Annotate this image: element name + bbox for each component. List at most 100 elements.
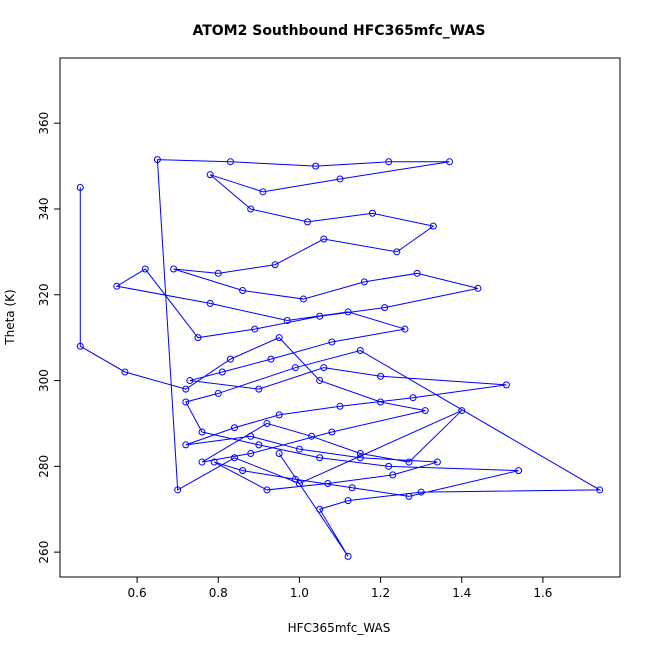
point	[259, 188, 267, 196]
point	[433, 458, 441, 466]
point	[308, 432, 316, 440]
point	[405, 458, 413, 466]
point	[214, 389, 222, 397]
point	[182, 385, 190, 393]
y-tick-label: 280	[37, 455, 51, 478]
plot-frame	[59, 57, 621, 578]
point	[316, 454, 324, 462]
point	[275, 449, 283, 457]
y-axis-label: Theta (K)	[3, 289, 17, 345]
y-tick-label: 320	[37, 283, 51, 306]
point	[198, 428, 206, 436]
point	[515, 467, 523, 475]
point	[401, 325, 409, 333]
point	[182, 441, 190, 449]
point	[226, 355, 234, 363]
point	[170, 265, 178, 273]
point	[377, 372, 385, 380]
point	[596, 486, 604, 494]
point	[174, 486, 182, 494]
point	[198, 458, 206, 466]
point	[316, 377, 324, 385]
point	[389, 471, 397, 479]
point	[186, 377, 194, 385]
point	[502, 381, 510, 389]
point	[255, 441, 263, 449]
x-tick-label: 1.4	[452, 586, 471, 600]
point	[316, 505, 324, 513]
chart-title: ATOM2 Southbound HFC365mfc_WAS	[192, 23, 485, 39]
point	[328, 338, 336, 346]
y-tick-label: 340	[37, 198, 51, 221]
point	[405, 492, 413, 500]
point	[182, 398, 190, 406]
point	[336, 175, 344, 183]
point	[206, 299, 214, 307]
point	[458, 407, 466, 415]
point	[336, 402, 344, 410]
point	[239, 467, 247, 475]
point	[409, 394, 417, 402]
point	[291, 364, 299, 372]
point	[275, 334, 283, 342]
point	[295, 445, 303, 453]
x-tick-label: 1.2	[371, 586, 390, 600]
point	[263, 419, 271, 427]
point	[344, 552, 352, 560]
point	[356, 454, 364, 462]
point	[76, 342, 84, 350]
point	[368, 209, 376, 217]
point	[247, 432, 255, 440]
point	[356, 449, 364, 457]
point	[393, 248, 401, 256]
y-tick-label: 360	[37, 112, 51, 135]
point	[316, 312, 324, 320]
point	[275, 411, 283, 419]
point	[328, 428, 336, 436]
point	[113, 282, 121, 290]
point	[251, 325, 259, 333]
point	[381, 304, 389, 312]
point	[312, 162, 320, 170]
point	[291, 475, 299, 483]
point	[320, 364, 328, 372]
point	[214, 269, 222, 277]
point	[299, 295, 307, 303]
point	[344, 497, 352, 505]
point	[377, 398, 385, 406]
x-tick-label: 1.0	[290, 586, 309, 600]
x-tick-label: 1.6	[533, 586, 552, 600]
point	[348, 484, 356, 492]
point	[194, 334, 202, 342]
x-tick-label: 0.8	[209, 586, 228, 600]
point	[218, 368, 226, 376]
point	[141, 265, 149, 273]
point	[421, 407, 429, 415]
point	[417, 488, 425, 496]
point	[247, 205, 255, 213]
point	[429, 222, 437, 230]
point	[263, 486, 271, 494]
point	[413, 269, 421, 277]
point	[267, 355, 275, 363]
point	[247, 449, 255, 457]
point	[446, 158, 454, 166]
point	[271, 261, 279, 269]
point	[344, 308, 352, 316]
x-tick-label: 0.6	[128, 586, 147, 600]
point	[320, 235, 328, 243]
point	[239, 286, 247, 294]
y-tick-label: 300	[37, 369, 51, 392]
point	[230, 454, 238, 462]
point	[121, 368, 129, 376]
point	[385, 158, 393, 166]
point	[210, 458, 218, 466]
point	[206, 171, 214, 179]
point	[474, 284, 482, 292]
series-line	[79, 159, 602, 557]
point	[356, 347, 364, 355]
point	[230, 424, 238, 432]
x-axis-label: HFC365mfc_WAS	[288, 621, 391, 635]
